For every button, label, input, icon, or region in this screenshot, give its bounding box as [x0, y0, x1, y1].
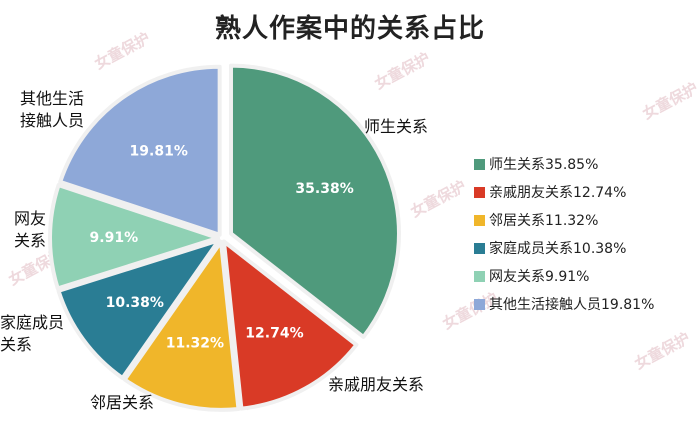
- legend-label: 亲戚朋友关系12.74%: [489, 185, 627, 201]
- category-label-relatives-friends: 亲戚朋友关系: [328, 375, 425, 394]
- slice-value-label: 10.38%: [106, 295, 164, 311]
- legend-item: 邻居关系11.32%: [474, 206, 698, 234]
- pie-slice: [48, 183, 220, 291]
- legend-item: 网友关系9.91%: [474, 262, 698, 290]
- legend-swatch: [474, 214, 485, 226]
- slice-value-label: 35.38%: [295, 181, 353, 197]
- legend-swatch: [474, 186, 485, 198]
- pie-slice: [122, 239, 241, 412]
- legend-label: 网友关系9.91%: [489, 269, 590, 285]
- legend-label: 家庭成员关系10.38%: [489, 241, 627, 257]
- legend-label: 邻居关系11.32%: [489, 213, 599, 229]
- legend: 师生关系35.85% 亲戚朋友关系12.74% 邻居关系11.32% 家庭成员关…: [474, 150, 698, 318]
- slice-value-label: 19.81%: [130, 143, 188, 159]
- category-label-teacher-student: 师生关系: [364, 117, 429, 136]
- category-label-other-contacts: 其他生活接触人员: [20, 88, 92, 132]
- legend-item: 师生关系35.85%: [474, 150, 698, 178]
- legend-swatch: [474, 298, 485, 310]
- legend-item: 其他生活接触人员19.81%: [474, 290, 698, 318]
- chart-title: 熟人作案中的关系占比: [214, 14, 485, 44]
- legend-swatch: [474, 242, 485, 254]
- category-label-neighbors: 邻居关系: [90, 393, 155, 412]
- pie-slice: [56, 238, 221, 381]
- legend-label: 其他生活接触人员19.81%: [489, 297, 655, 313]
- legend-item: 家庭成员关系10.38%: [474, 234, 698, 262]
- slice-value-label: 11.32%: [166, 336, 224, 352]
- slice-value-label: 9.91%: [90, 230, 139, 246]
- category-label-other-contacts-text: 其他生活接触人员: [20, 89, 85, 130]
- slice-value-label: 12.74%: [245, 326, 303, 342]
- category-label-family-members: 家庭成员关系: [0, 312, 68, 356]
- legend-swatch: [474, 270, 485, 282]
- legend-item: 亲戚朋友关系12.74%: [474, 178, 698, 206]
- pie-slice: [228, 63, 401, 339]
- legend-label: 师生关系35.85%: [489, 157, 599, 173]
- legend-swatch: [474, 158, 485, 170]
- category-label-online-friends-text: 网友关系: [14, 209, 47, 250]
- category-label-online-friends: 网友关系: [14, 208, 50, 252]
- pie-slice: [58, 64, 222, 237]
- pie-slice: [221, 239, 359, 411]
- category-label-family-members-text: 家庭成员关系: [0, 313, 65, 354]
